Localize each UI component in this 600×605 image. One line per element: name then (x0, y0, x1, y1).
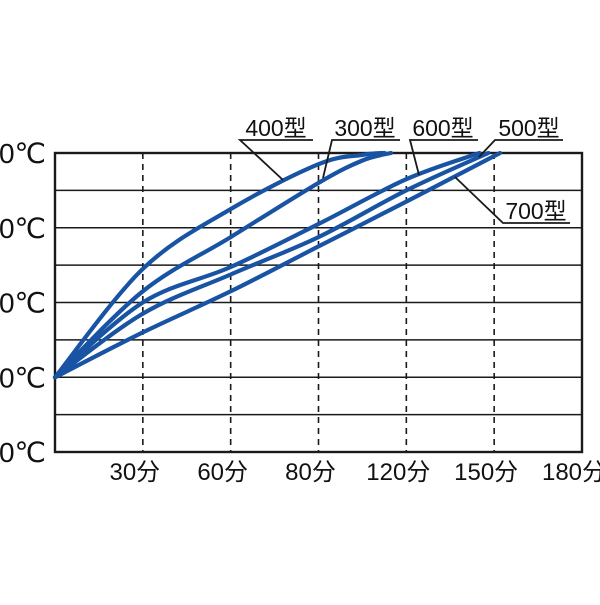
callout-label-300型: 300型 (334, 115, 395, 141)
x-tick-label-30: 30分 (109, 459, 160, 486)
y-tick-label-40: 40℃ (0, 288, 46, 319)
y-tick-label-80: 80℃ (0, 138, 46, 169)
callout-label-700型: 700型 (505, 198, 566, 224)
callout-label-500型: 500型 (498, 115, 559, 141)
x-tick-label-150: 150分 (454, 459, 518, 486)
curve-700型 (52, 150, 503, 380)
callout-leader-500型 (478, 139, 563, 158)
curve-300型 (52, 150, 394, 380)
plot-border (53, 151, 584, 454)
y-tick-label-0: 0℃ (0, 437, 46, 468)
callout-leader-700型 (454, 176, 570, 224)
x-tick-label-180: 180分 (542, 459, 600, 486)
curve-600型 (52, 150, 482, 380)
callout-leader-400型 (237, 139, 313, 181)
curve-400型 (52, 150, 387, 380)
x-tick-label-80: 80分 (285, 459, 336, 486)
curve-500型 (52, 150, 491, 380)
y-tick-label-60: 60℃ (0, 213, 46, 244)
callout-label-400型: 400型 (245, 115, 306, 141)
callout-leader-300型 (322, 139, 400, 179)
callout-leader-600型 (408, 139, 478, 176)
x-tick-label-60: 60分 (197, 459, 248, 486)
y-tick-label-20: 20℃ (0, 362, 46, 393)
x-tick-label-120: 120分 (366, 459, 430, 486)
callout-label-600型: 600型 (412, 115, 473, 141)
